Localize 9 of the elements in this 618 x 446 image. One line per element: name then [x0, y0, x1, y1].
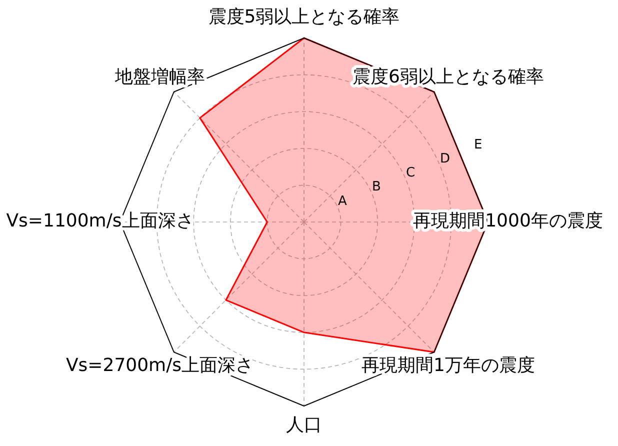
spoke-label: 地盤増幅率 [114, 66, 205, 88]
spoke-label: 再現期間1000年の震度 [413, 210, 603, 232]
y-tick-label: A [338, 194, 347, 209]
y-tick-label: C [406, 166, 416, 181]
spoke-label: 人口 [286, 414, 322, 436]
y-tick-label: E [474, 137, 482, 152]
spoke-label: 震度5弱以上となる確率 [208, 6, 400, 28]
y-tick-label: B [372, 180, 381, 195]
y-tick-label: D [440, 152, 450, 167]
